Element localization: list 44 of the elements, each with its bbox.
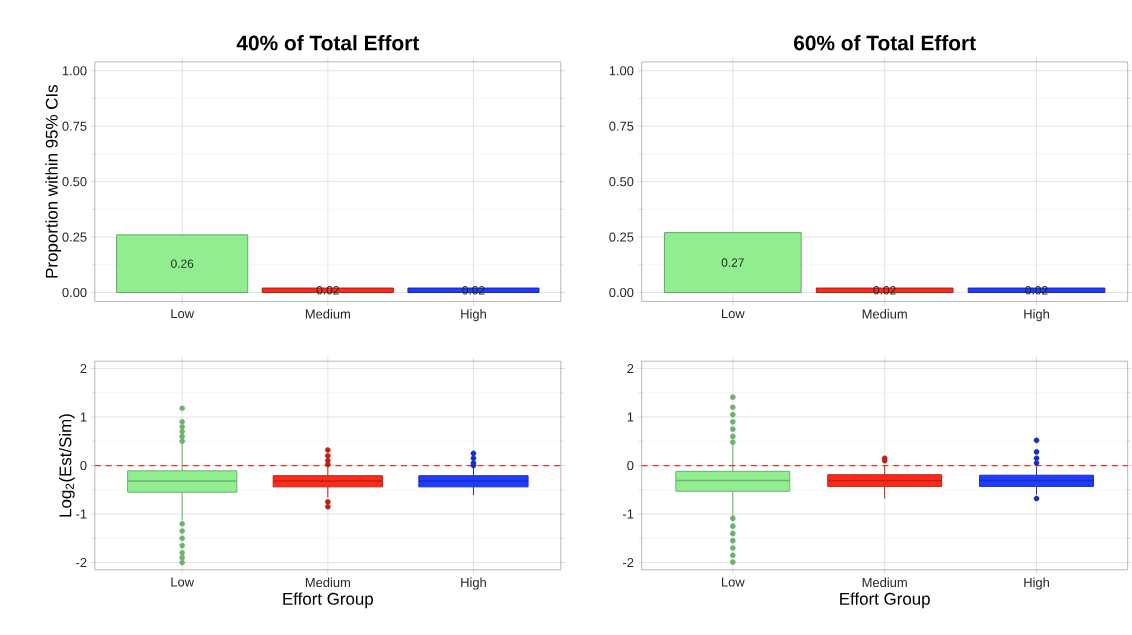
y-tick-label: 0.75: [609, 121, 634, 131]
x-tick-label: Low: [722, 309, 745, 319]
chart-title: 40% of Total Effort: [236, 35, 420, 51]
chart-title: 60% of Total Effort: [793, 35, 976, 51]
x-tick-label: Medium: [305, 309, 350, 319]
y-tick-label: 0.75: [62, 121, 87, 131]
y-tick-label: 0.00: [62, 288, 87, 298]
y-tick-label: 1: [80, 412, 87, 422]
y-tick-label: 0: [627, 461, 634, 471]
x-tick-label: High: [1024, 577, 1049, 590]
x-tick-label: High: [1024, 309, 1049, 322]
x-tick-label: High: [461, 577, 486, 590]
y-tick-label: 0.25: [609, 232, 634, 242]
y-tick-label: 2: [80, 364, 87, 374]
data-label: 0.02: [1025, 286, 1048, 295]
y-tick-label: -1: [76, 509, 87, 519]
x-tick-label: Medium: [862, 577, 907, 588]
x-axis-title: Effort Group: [840, 592, 930, 609]
y-tick-label: 0.50: [609, 177, 634, 187]
y-tick-label: 2: [627, 364, 634, 374]
data-label: 0.26: [171, 259, 194, 269]
x-axis-title: Effort Group: [283, 592, 373, 609]
data-label: 0.02: [873, 286, 896, 295]
x-tick-label: Low: [722, 577, 745, 587]
x-tick-label: Medium: [305, 577, 350, 588]
y-tick-label: 0: [80, 461, 87, 471]
y-axis-title: Proportion within 95% CIs: [45, 85, 62, 278]
y-tick-label: -2: [623, 558, 634, 568]
y-tick-label: -2: [76, 558, 87, 568]
y-axis-title: Log$_{2}$(Est/Sim): [58, 414, 75, 517]
x-tick-label: High: [461, 309, 486, 322]
y-tick-label: -1: [623, 509, 634, 519]
data-label: 0.02: [316, 286, 339, 295]
y-tick-label: 1: [627, 412, 634, 422]
data-label: 0.02: [462, 286, 485, 295]
y-tick-label: 1.00: [62, 66, 87, 76]
data-label: 0.27: [721, 258, 744, 267]
y-tick-label: 0.25: [62, 232, 87, 242]
x-tick-label: Medium: [862, 309, 907, 319]
x-tick-label: Low: [171, 309, 195, 319]
y-tick-label: 1.00: [609, 66, 634, 76]
x-tick-label: Low: [171, 577, 195, 587]
y-tick-label: 0.00: [609, 288, 634, 298]
y-tick-label: 0.50: [62, 177, 87, 187]
